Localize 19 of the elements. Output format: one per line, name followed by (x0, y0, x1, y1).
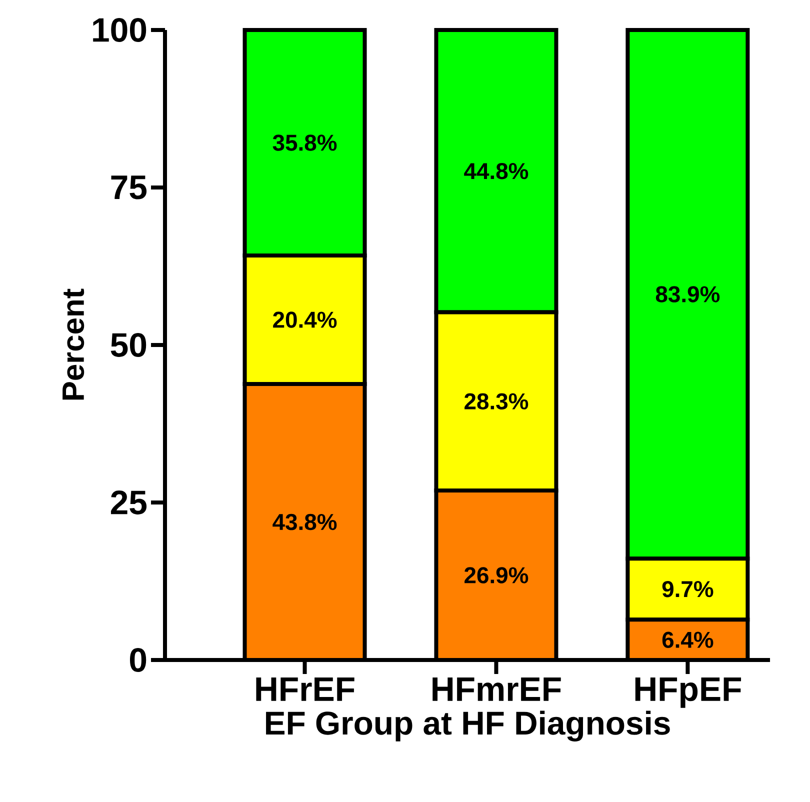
data-label: 9.7% (662, 581, 714, 598)
x-tick-label: HFmrEF (432, 678, 561, 701)
x-axis-title: EF Group at HF Diagnosis (266, 710, 670, 742)
y-tick-label: 100 (93, 18, 146, 42)
data-label: 44.8% (464, 163, 528, 180)
data-label: 83.9% (656, 286, 720, 302)
data-label: 35.8% (272, 134, 337, 151)
x-tick-label: HFrEF (256, 678, 354, 701)
y-tick-label: 75 (111, 176, 147, 200)
data-label: 20.4% (273, 312, 337, 328)
x-tick-label: HFpEF (635, 678, 742, 708)
y-tick-label: 0 (130, 648, 146, 672)
y-tick-label: 25 (110, 490, 147, 514)
y-axis-title: Percent (62, 288, 84, 400)
data-label: 43.8% (272, 514, 337, 530)
data-label: 6.4% (662, 632, 714, 648)
y-tick-label: 50 (110, 333, 146, 357)
data-label: 26.9% (464, 567, 528, 584)
data-label: 28.3% (464, 393, 528, 410)
